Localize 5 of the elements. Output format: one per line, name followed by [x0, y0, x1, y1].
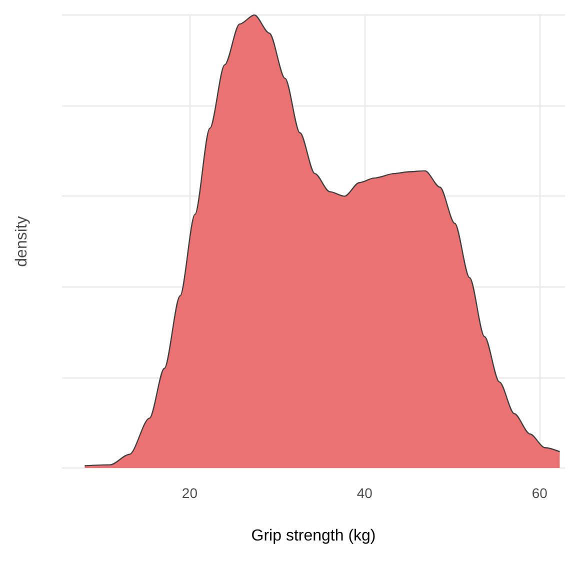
y-axis-title: density	[14, 216, 30, 267]
x-tick-label: 60	[532, 485, 548, 501]
x-axis-title: Grip strength (kg)	[251, 528, 376, 544]
x-tick-label: 20	[182, 485, 198, 501]
x-tick-label: 40	[356, 485, 373, 501]
